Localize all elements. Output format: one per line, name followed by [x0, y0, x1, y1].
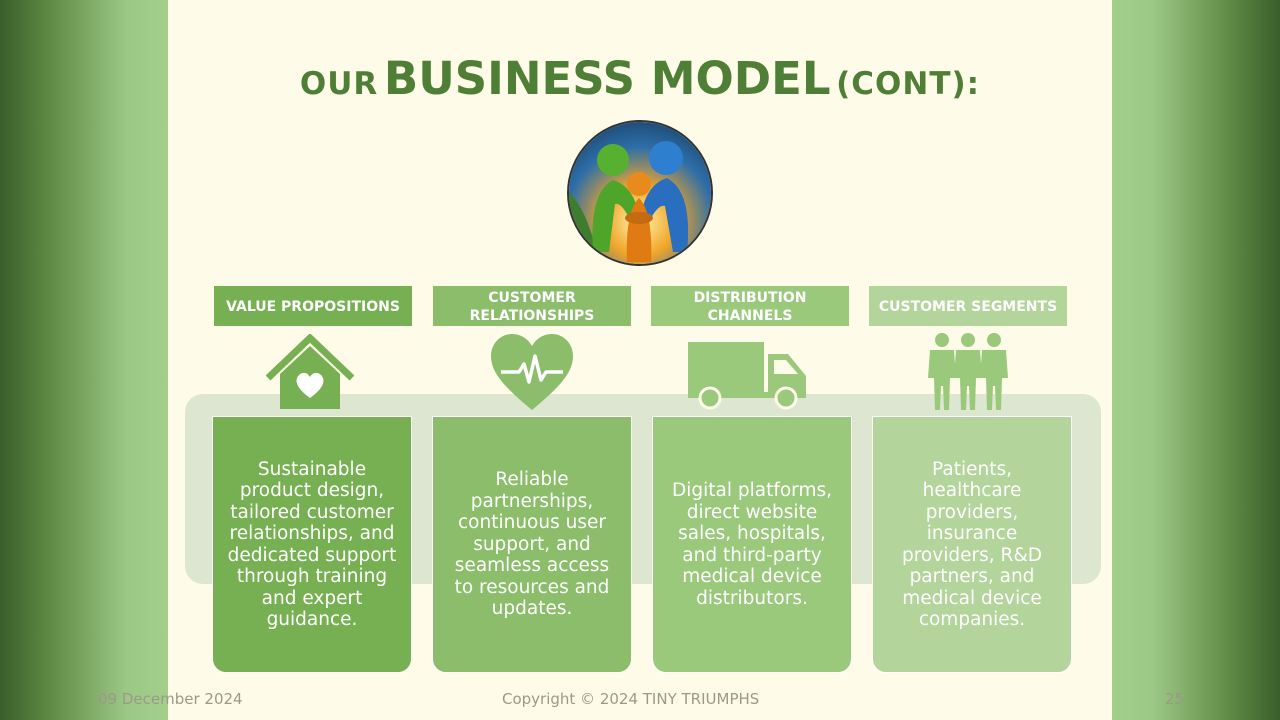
right-side-panel [1112, 0, 1280, 720]
footer-date: 09 December 2024 [98, 690, 243, 708]
card-distribution-channels: Digital platforms, direct website sales,… [652, 416, 852, 673]
left-side-panel [0, 0, 168, 720]
heartbeat-icon [491, 334, 573, 414]
title-prefix: OUR [299, 66, 379, 102]
header-customer-relationships: CUSTOMER RELATIONSHIPS [433, 286, 631, 326]
truck-icon [688, 342, 808, 414]
header-customer-segments: CUSTOMER SEGMENTS [869, 286, 1067, 326]
card-value-propositions: Sustainable product design, tailored cus… [212, 416, 412, 673]
house-heart-icon [265, 333, 355, 414]
title-suffix: (CONT): [836, 66, 981, 102]
people-group-icon [922, 332, 1014, 416]
footer-page-number: 25 [1165, 690, 1185, 708]
title-main: BUSINESS MODEL [383, 52, 831, 105]
header-distribution-channels: DISTRIBUTION CHANNELS [651, 286, 849, 326]
card-customer-segments: Patients, healthcare providers, insuranc… [872, 416, 1072, 673]
header-value-propositions: VALUE PROPOSITIONS [214, 286, 412, 326]
family-logo-image [567, 120, 713, 266]
footer-copyright: Copyright © 2024 TINY TRIUMPHS [502, 690, 760, 708]
card-customer-relationships: Reliable partnerships, continuous user s… [432, 416, 632, 673]
slide-title: OUR BUSINESS MODEL (CONT): [168, 52, 1112, 105]
